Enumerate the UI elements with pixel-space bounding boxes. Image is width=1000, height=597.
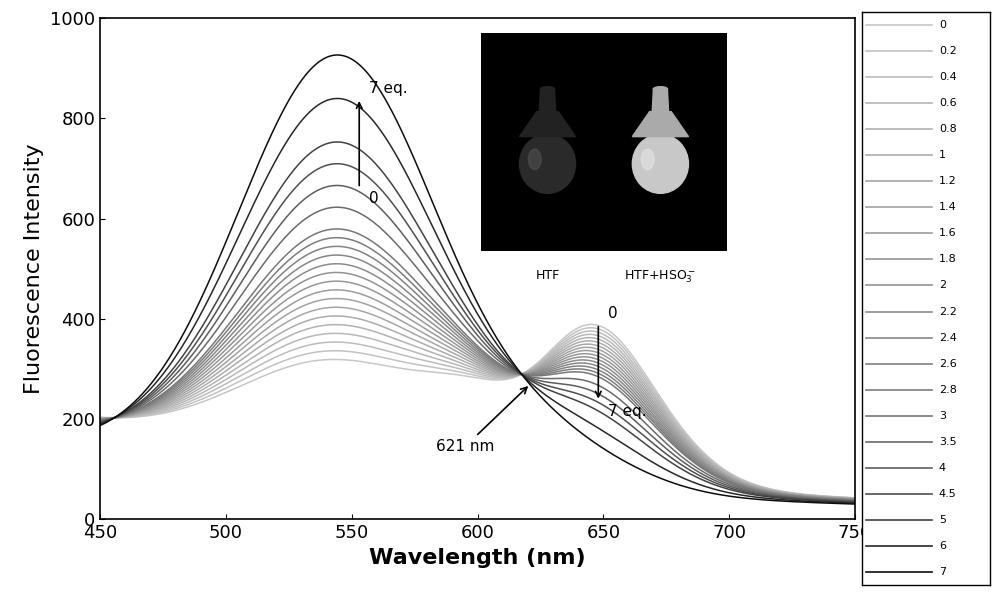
Text: 5: 5 (939, 515, 946, 525)
Text: 3: 3 (939, 411, 946, 421)
Text: 1: 1 (939, 150, 946, 160)
Text: 7: 7 (939, 567, 946, 577)
Text: 0: 0 (939, 20, 946, 30)
Text: 0: 0 (369, 191, 379, 206)
Text: 2.4: 2.4 (939, 333, 957, 343)
Text: 0.4: 0.4 (939, 72, 957, 82)
Y-axis label: Fluorescence Intensity: Fluorescence Intensity (24, 143, 44, 394)
Text: 0.2: 0.2 (939, 46, 957, 56)
Text: 7 eq.: 7 eq. (369, 81, 408, 96)
Text: 6: 6 (939, 541, 946, 551)
Text: 2: 2 (939, 281, 946, 291)
Text: 1.4: 1.4 (939, 202, 957, 213)
Text: 4.5: 4.5 (939, 489, 957, 499)
Text: 0: 0 (608, 306, 618, 321)
Text: 0.8: 0.8 (939, 124, 957, 134)
Text: 7 eq.: 7 eq. (608, 404, 647, 419)
Text: 0.6: 0.6 (939, 98, 956, 108)
Text: 4: 4 (939, 463, 946, 473)
Text: 2.8: 2.8 (939, 384, 957, 395)
Text: 1.8: 1.8 (939, 254, 957, 264)
Text: 3.5: 3.5 (939, 437, 956, 447)
Text: 2.2: 2.2 (939, 306, 957, 316)
Text: 1.2: 1.2 (939, 176, 957, 186)
Text: 2.6: 2.6 (939, 359, 957, 368)
Text: 1.6: 1.6 (939, 229, 956, 238)
X-axis label: Wavelength (nm): Wavelength (nm) (369, 548, 586, 568)
Text: 621 nm: 621 nm (436, 387, 527, 454)
